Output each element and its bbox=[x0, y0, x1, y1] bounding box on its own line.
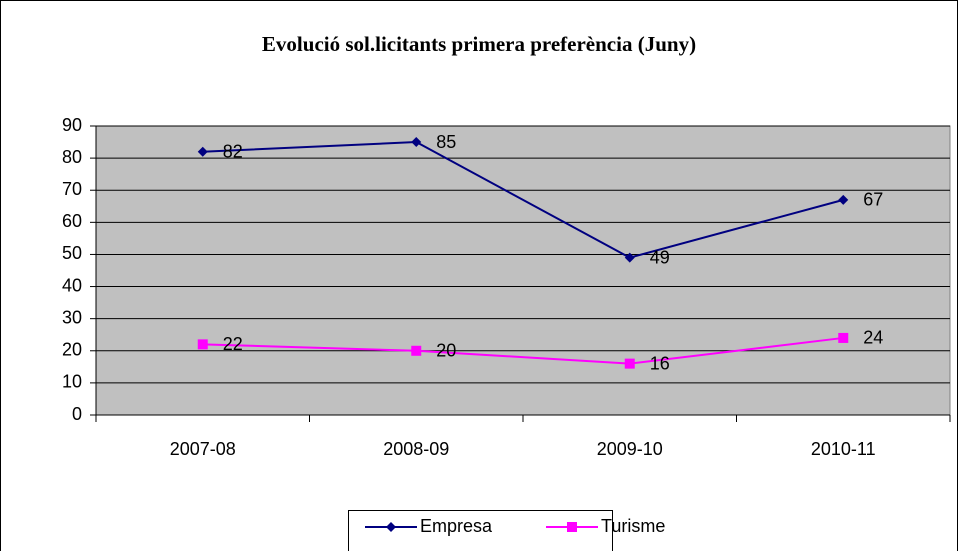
data-label: 49 bbox=[650, 247, 670, 267]
y-tick-label: 10 bbox=[62, 372, 82, 392]
x-tick-label: 2010-11 bbox=[811, 439, 876, 459]
x-tick-label: 2008-09 bbox=[383, 439, 449, 459]
marker bbox=[624, 358, 635, 369]
y-tick-label: 0 bbox=[72, 404, 82, 424]
marker bbox=[411, 137, 422, 148]
y-tick-label: 40 bbox=[62, 275, 82, 295]
y-tick-label: 30 bbox=[62, 307, 82, 327]
y-tick-label: 90 bbox=[62, 115, 82, 135]
marker bbox=[567, 522, 577, 532]
marker bbox=[197, 146, 208, 157]
line bbox=[202, 141, 844, 259]
y-tick-label: 60 bbox=[62, 211, 82, 231]
x-tick-label: 2009-10 bbox=[597, 439, 663, 459]
y-tick-label: 70 bbox=[62, 179, 82, 199]
marker bbox=[624, 252, 635, 263]
marker bbox=[838, 194, 849, 205]
plot-area bbox=[95, 125, 951, 416]
x-tick-label: 2007-08 bbox=[170, 439, 236, 459]
legend-label: Empresa bbox=[420, 516, 493, 536]
data-label: 16 bbox=[650, 353, 670, 373]
data-label: 20 bbox=[436, 341, 456, 361]
y-tick-label: 80 bbox=[62, 147, 82, 167]
marker bbox=[386, 522, 396, 532]
data-label: 85 bbox=[436, 132, 456, 152]
chart-title: Evolució sol.licitants primera preferènc… bbox=[262, 32, 696, 56]
marker bbox=[411, 345, 422, 356]
data-label: 22 bbox=[223, 334, 243, 354]
marker bbox=[197, 339, 208, 350]
data-label: 24 bbox=[863, 328, 883, 348]
y-tick-label: 20 bbox=[62, 340, 82, 360]
marker bbox=[838, 332, 849, 343]
y-tick-label: 50 bbox=[62, 243, 82, 263]
data-label: 67 bbox=[863, 190, 883, 210]
line bbox=[202, 336, 844, 365]
data-label: 82 bbox=[223, 141, 243, 161]
legend-label: Turisme bbox=[601, 516, 665, 536]
